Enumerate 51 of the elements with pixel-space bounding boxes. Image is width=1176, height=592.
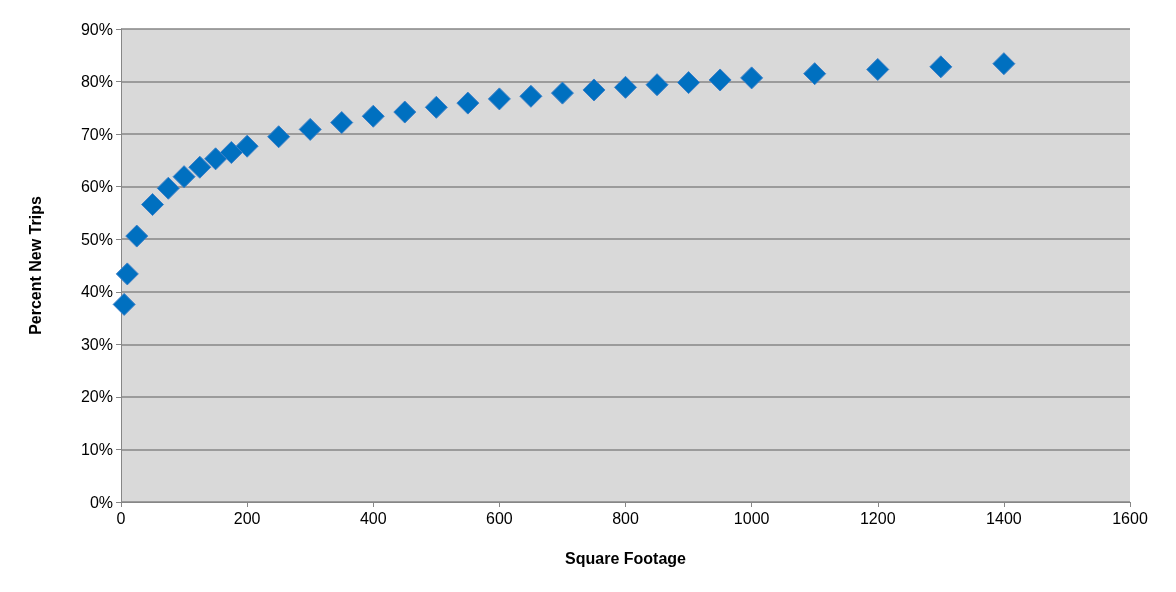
y-tick-label: 80% <box>80 73 113 91</box>
y-tick-label: 40% <box>80 283 113 301</box>
point <box>614 75 637 99</box>
y-tick-label: 30% <box>80 335 113 353</box>
x-tick-label: 400 <box>359 509 387 527</box>
point <box>141 193 165 217</box>
point <box>235 134 259 158</box>
x-tick-label: 1400 <box>986 509 1022 527</box>
point <box>929 55 953 79</box>
point <box>550 81 574 105</box>
y-tick-label: 0% <box>89 493 113 511</box>
point <box>456 91 480 115</box>
y-axis-title: Percent New Trips <box>26 196 44 335</box>
y-tick-label: 90% <box>80 20 113 38</box>
point <box>115 262 139 286</box>
point <box>582 78 606 102</box>
x-tick-label: 800 <box>612 509 639 527</box>
point <box>361 104 385 128</box>
y-tick-label: 60% <box>80 178 113 196</box>
point <box>204 147 228 171</box>
point <box>125 224 149 248</box>
point <box>112 292 136 316</box>
x-tick-label: 1000 <box>733 509 770 527</box>
point <box>330 111 354 135</box>
x-tick-label: 0 <box>116 509 126 527</box>
x-tick-label: 200 <box>233 509 261 527</box>
y-tick-label: 20% <box>80 388 113 406</box>
point <box>393 100 417 124</box>
point <box>424 95 448 119</box>
point <box>645 73 669 97</box>
point <box>866 57 890 81</box>
x-tick-label: 1600 <box>1112 509 1148 527</box>
point <box>519 84 543 108</box>
point <box>172 165 196 189</box>
point <box>267 125 291 149</box>
x-tick-label: 600 <box>486 509 513 527</box>
y-tick-label: 70% <box>80 125 113 143</box>
point <box>803 62 827 86</box>
point <box>740 66 764 90</box>
point <box>298 117 322 141</box>
point <box>992 52 1016 76</box>
y-tick-label: 50% <box>80 230 113 248</box>
point <box>487 87 511 111</box>
point <box>188 155 212 179</box>
y-tick-label: 10% <box>80 440 113 458</box>
point <box>708 68 732 92</box>
x-tick-label: 1200 <box>859 509 896 527</box>
point <box>677 71 701 95</box>
point <box>156 176 180 200</box>
point <box>219 141 243 165</box>
x-axis-title: Square Footage <box>565 549 687 567</box>
